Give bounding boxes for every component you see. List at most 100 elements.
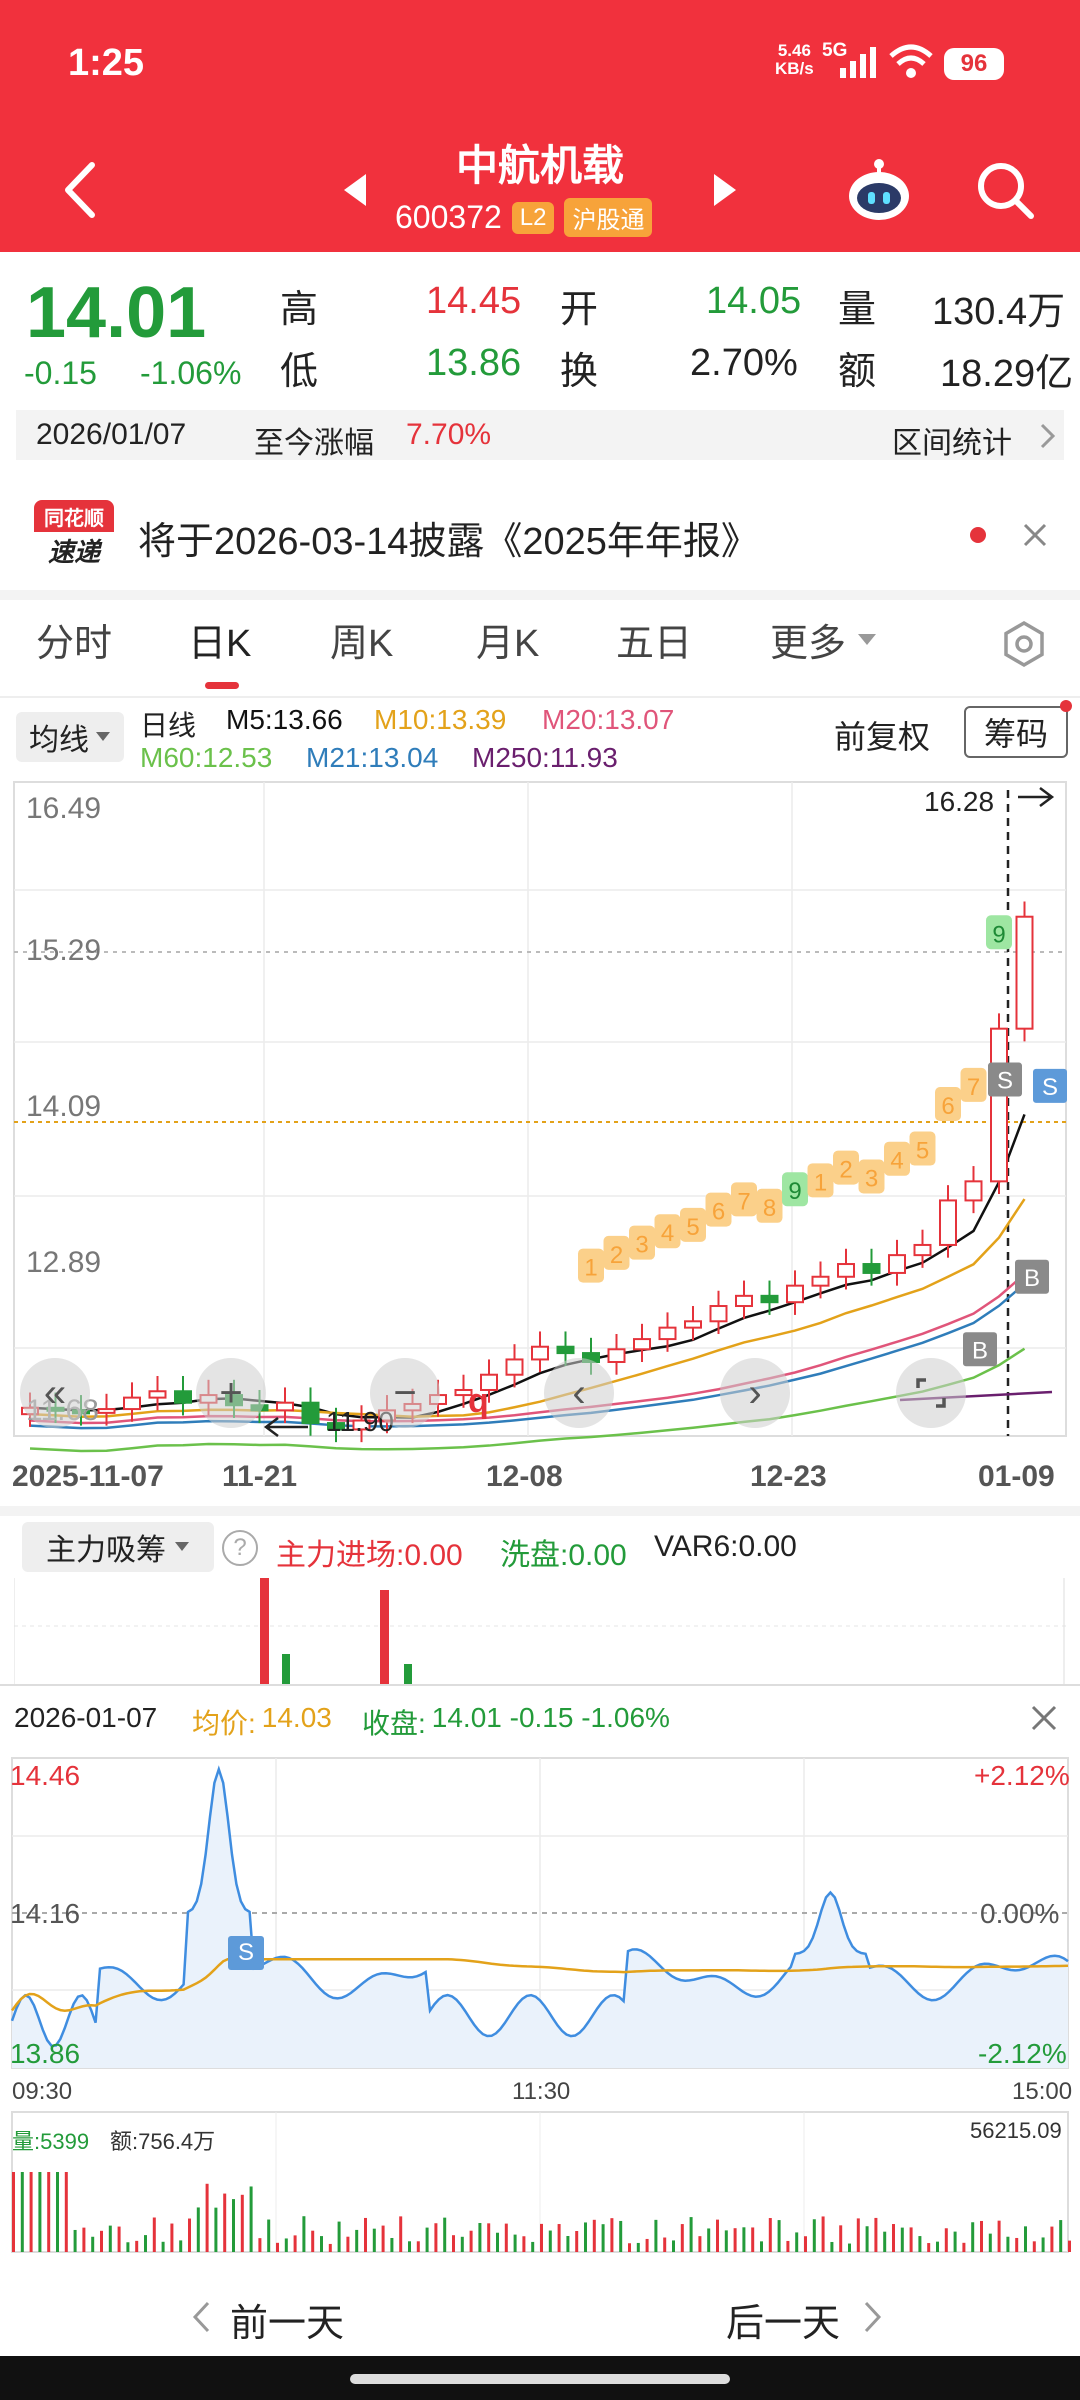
scroll-right-button[interactable]: › (720, 1358, 790, 1428)
prev-stock-icon[interactable] (340, 170, 370, 210)
indicator-value-c: VAR6:0.00 (654, 1530, 797, 1564)
stock-code: 600372 (395, 199, 502, 236)
kline-x-label: 12-08 (486, 1460, 563, 1494)
volume-bar (258, 2238, 261, 2252)
help-icon[interactable]: ? (222, 1530, 258, 1566)
close-icon[interactable] (1020, 520, 1050, 550)
tab-daily-k[interactable]: 日K (188, 612, 251, 667)
kline-candle (277, 1403, 293, 1411)
kline-x-label: 12-23 (750, 1460, 827, 1494)
volume-bar (918, 2236, 921, 2252)
turnover-label: 换 (560, 340, 598, 395)
kline-candle (150, 1391, 166, 1397)
back-icon[interactable] (60, 160, 100, 220)
chip-button[interactable]: 筹码 (964, 706, 1068, 758)
range-bar[interactable]: 2026/01/07 至今涨幅 7.70% 区间统计 (16, 410, 1064, 460)
kline-candle (762, 1296, 778, 1302)
volume-bar (910, 2227, 913, 2252)
volume-bar (663, 2238, 666, 2252)
notice-text[interactable]: 将于2026-03-14披露《2025年年报》 (138, 510, 759, 565)
kline-candle (940, 1200, 956, 1245)
kline-y-label: 16.49 (26, 792, 101, 826)
next-stock-icon[interactable] (710, 170, 740, 210)
tab-more[interactable]: 更多 (770, 612, 846, 667)
chevron-right-icon (862, 2300, 884, 2334)
search-icon[interactable] (975, 160, 1035, 220)
volume-bar (241, 2195, 244, 2252)
tab-intraday[interactable]: 分时 (36, 612, 112, 667)
volume-bar (505, 2224, 508, 2252)
ma-m60: M60:12.53 (140, 742, 272, 774)
seq-label: 3 (865, 1166, 878, 1193)
kline-candle (915, 1245, 931, 1255)
caret-down-icon (174, 1541, 190, 1553)
volume-bar (355, 2230, 358, 2252)
volume-bar (1050, 2227, 1053, 2252)
seq-label: 4 (661, 1220, 674, 1247)
volume-bar (1068, 2241, 1071, 2252)
status-time: 1:25 (68, 42, 144, 85)
kline-x-label: 11-21 (222, 1460, 297, 1494)
volume-bar (769, 2218, 772, 2252)
l2-badge: L2 (512, 202, 555, 234)
next-day-button[interactable]: 后一天 (726, 2292, 840, 2347)
prev-day-button[interactable]: 前一天 (230, 2292, 344, 2347)
q-marker: q (468, 1382, 489, 1421)
seq-label: 2 (839, 1157, 852, 1184)
low-value: 13.86 (426, 342, 521, 385)
volume-bar (549, 2231, 552, 2252)
kline-candle (124, 1398, 140, 1409)
chevron-right-icon (1038, 422, 1058, 450)
open-label: 开 (560, 278, 598, 333)
adjust-toggle[interactable]: 前复权 (834, 712, 930, 758)
signal-marker-label: S (1042, 1074, 1058, 1101)
zoom-out-button[interactable]: − (370, 1358, 440, 1428)
tab-five-day[interactable]: 五日 (616, 612, 692, 667)
kline-candle (685, 1321, 701, 1327)
kline-candle (609, 1349, 625, 1362)
zoom-in-button[interactable]: + (196, 1358, 266, 1428)
kline-candle (1017, 917, 1033, 1029)
tab-weekly-k[interactable]: 周K (330, 612, 393, 667)
kline-candle (787, 1286, 803, 1303)
volume-bar (778, 2220, 781, 2252)
chip-dot (1060, 700, 1072, 712)
arrow-right-icon (1016, 784, 1056, 810)
intraday-y-high: 14.46 (10, 1760, 80, 1792)
volume-bar (681, 2224, 684, 2252)
home-indicator[interactable] (350, 2374, 730, 2384)
indicator-selector[interactable]: 主力吸筹 (22, 1522, 214, 1572)
range-stat-button[interactable]: 区间统计 (892, 418, 1012, 462)
volume-bar (998, 2221, 1001, 2252)
volume-bar (153, 2218, 156, 2252)
max-price-marker: 16.28 (924, 786, 994, 818)
volume-bar (197, 2207, 200, 2252)
volume-bar (1033, 2241, 1036, 2252)
volume-bar (813, 2219, 816, 2252)
kline-candle (711, 1306, 727, 1321)
scroll-left-fast-button[interactable]: « (20, 1358, 90, 1428)
price-change-pct: -1.06% (140, 355, 241, 392)
kline-candle (966, 1181, 982, 1200)
close-popup-icon[interactable] (1030, 1704, 1058, 1732)
robot-assistant-icon[interactable] (846, 158, 912, 224)
ma-m5: M5:13.66 (226, 704, 343, 736)
popup-date: 2026-01-07 (14, 1702, 157, 1734)
fullscreen-button[interactable] (896, 1358, 966, 1428)
volume-bar (725, 2230, 728, 2252)
settings-icon[interactable] (1000, 620, 1048, 668)
volume-bar (461, 2237, 464, 2252)
kline-candle (991, 1029, 1007, 1182)
volume-bar (980, 2221, 983, 2252)
volume-bar (637, 2243, 640, 2252)
volume-bar (716, 2220, 719, 2252)
volume-bar (936, 2242, 939, 2252)
kline-candle (838, 1264, 854, 1277)
intraday-line-chart[interactable] (0, 1756, 1080, 2096)
ma-selector[interactable]: 均线 (16, 712, 124, 762)
scroll-left-button[interactable]: ‹ (544, 1358, 614, 1428)
tab-monthly-k[interactable]: 月K (476, 612, 539, 667)
volume-bar (857, 2218, 860, 2252)
volume-bar (619, 2221, 622, 2252)
volume-bar (540, 2224, 543, 2252)
